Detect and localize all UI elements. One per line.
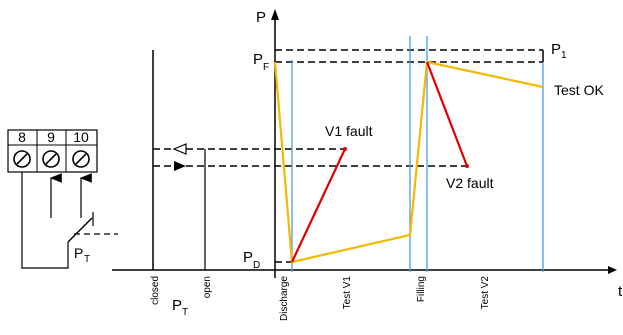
- pf-label-sub: F: [263, 62, 269, 73]
- v1-fault-label: V1 fault: [325, 123, 373, 139]
- time-axis-arrow-icon: [608, 266, 617, 274]
- v2-fault-point: [465, 164, 469, 168]
- time-axis-label: t: [618, 283, 623, 300]
- reference-lines: [153, 49, 544, 263]
- pd-label-sub: D: [253, 260, 260, 271]
- test-v1-label: Test V1: [342, 276, 353, 310]
- pt-label-sub: T: [182, 307, 188, 318]
- terminal-block: 8 9 10: [7, 129, 98, 173]
- open-label: open: [202, 276, 213, 298]
- filling-label: Filling: [416, 276, 427, 302]
- p1-label-sub: 1: [561, 50, 567, 61]
- pf-label: P: [253, 51, 263, 68]
- v1-fault-curve: [291, 148, 346, 263]
- v2-fault-curve: [425, 61, 469, 167]
- pt-label: P: [172, 297, 182, 314]
- switch-symbol-sub: T: [84, 254, 90, 265]
- open-arrow-icon: [172, 143, 187, 155]
- pressure-curve: [273, 60, 544, 264]
- closed-arrow-icon: [174, 161, 186, 171]
- pressure-axis-label: P: [256, 9, 266, 26]
- screw-icon: [13, 150, 31, 168]
- v1-fault-point: [343, 147, 347, 151]
- v2-fault-label: V2 fault: [446, 175, 494, 191]
- screw-icon: [72, 150, 90, 168]
- test-ok-label: Test OK: [554, 82, 604, 98]
- discharge-label: Discharge: [279, 276, 290, 321]
- switch-symbol-label: P: [74, 245, 83, 261]
- pressure-axis-arrow-icon: [271, 9, 279, 20]
- p1-label: P: [551, 41, 561, 58]
- closed-label: closed: [150, 276, 161, 305]
- screw-icon: [42, 150, 60, 168]
- terminal-label-9: 9: [47, 129, 55, 145]
- switch-wiring: [21, 172, 118, 269]
- terminal-label-8: 8: [18, 129, 26, 145]
- test-v2-label: Test V2: [480, 276, 491, 310]
- terminal-label-10: 10: [73, 129, 89, 145]
- pd-label: P: [243, 249, 253, 266]
